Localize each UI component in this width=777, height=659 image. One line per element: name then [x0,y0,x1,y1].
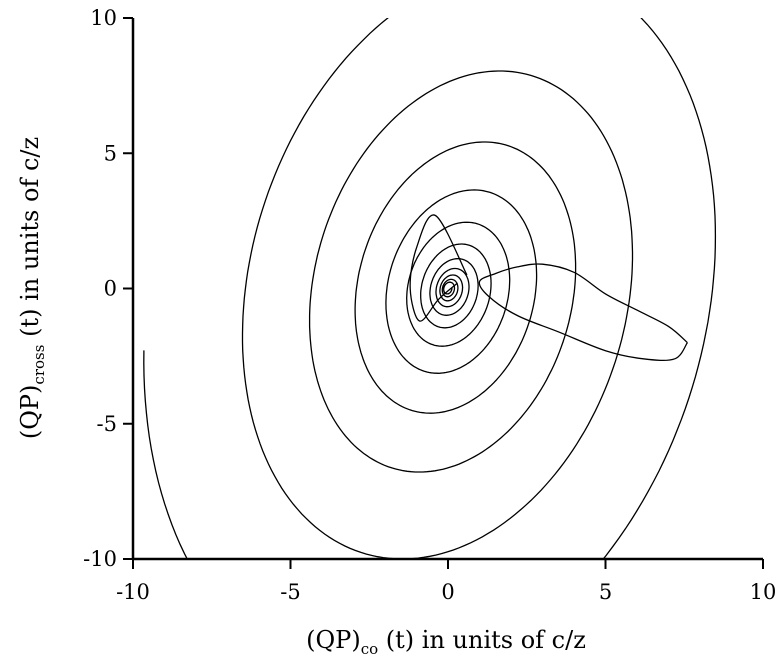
y-tick-label: -10 [83,547,117,571]
x-tick-label: -5 [280,580,300,604]
x-tick-label: 0 [441,580,454,604]
triangle-loop [409,214,468,322]
axes [131,18,763,561]
x-tick-label: -10 [116,580,150,604]
y-tick-label: -5 [97,412,117,436]
x-axis-ticks: -10 -5 0 5 10 [116,559,776,604]
y-axis-label: (QP)cross (t) in units of c/z [16,137,48,439]
x-tick-label: 5 [599,580,612,604]
y-axis-ticks: -10 -5 0 5 10 [83,6,133,571]
x-axis-label: (QP)co (t) in units of c/z [306,626,586,658]
y-tick-label: 5 [104,141,117,165]
y-tick-label: 0 [104,277,117,301]
y-tick-label: 10 [90,6,117,30]
trajectory-lines [143,18,717,559]
teardrop-loop [478,263,688,362]
x-tick-label: 10 [750,580,777,604]
